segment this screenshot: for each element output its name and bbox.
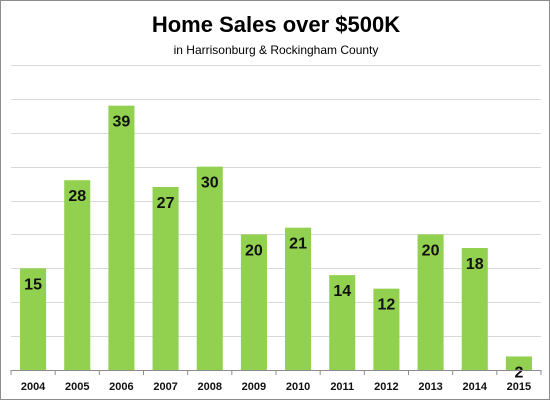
chart-subtitle: in Harrisonburg & Rockingham County — [174, 43, 379, 57]
chart-title: Home Sales over $500K — [152, 12, 400, 37]
x-axis-ticks: 2004 2005 2006 2007 2008 2009 2010 2011 2012 2013… — [10, 370, 542, 393]
bar-2015 — [505, 356, 532, 370]
data-label-2013: 20 — [422, 242, 440, 259]
data-label-2011: 14 — [333, 283, 351, 300]
bar-2005 — [64, 180, 91, 370]
x-tick-label-2010: 2010 — [286, 381, 310, 393]
bar-2014 — [461, 248, 488, 370]
data-label-2015: 2 — [514, 364, 523, 381]
data-label-2006: 39 — [113, 114, 131, 131]
x-tick-label-2011: 2011 — [330, 381, 354, 393]
data-label-2004: 15 — [24, 276, 42, 293]
data-label-2008: 30 — [201, 175, 219, 192]
x-tick-label-2015: 2015 — [507, 381, 531, 393]
bar-2006 — [108, 105, 135, 371]
bars: 15 28 39 27 30 20 21 14 12 20 18 2 — [20, 105, 532, 381]
data-label-2005: 28 — [68, 188, 86, 205]
x-tick-label-2004: 2004 — [21, 381, 46, 393]
data-label-2012: 12 — [378, 297, 396, 314]
bar-2011 — [329, 275, 356, 370]
gridlines — [11, 65, 541, 337]
bar-2010 — [285, 227, 312, 370]
data-label-2007: 27 — [157, 195, 175, 212]
x-tick-label-2014: 2014 — [463, 381, 488, 393]
bar-2009 — [240, 234, 267, 370]
data-label-2010: 21 — [289, 236, 307, 253]
bar-2013 — [417, 234, 444, 370]
x-tick-label-2006: 2006 — [109, 381, 133, 393]
x-tick-label-2007: 2007 — [153, 381, 177, 393]
x-tick-label-2005: 2005 — [65, 381, 89, 393]
bar-2008 — [196, 166, 223, 370]
data-label-2014: 18 — [466, 256, 484, 273]
bar-2004 — [20, 268, 47, 370]
x-tick-label-2009: 2009 — [242, 381, 266, 393]
x-tick-label-2013: 2013 — [418, 381, 442, 393]
bar-2012 — [373, 288, 400, 370]
data-label-2009: 20 — [245, 242, 263, 259]
x-tick-label-2008: 2008 — [198, 381, 222, 393]
x-tick-label-2012: 2012 — [374, 381, 398, 393]
bar-2007 — [152, 187, 179, 370]
